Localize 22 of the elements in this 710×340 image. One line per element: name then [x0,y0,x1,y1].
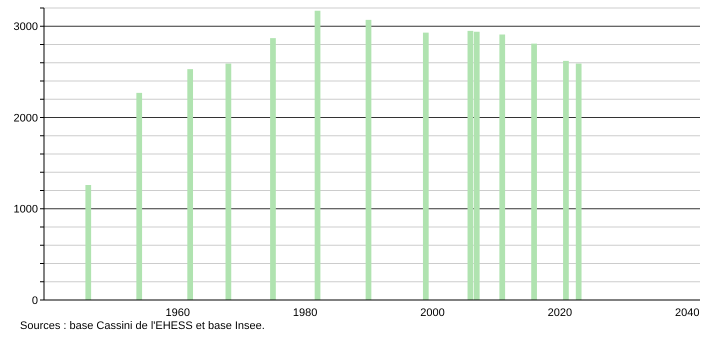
bar [226,64,232,300]
y-tick-label: 3000 [14,21,38,34]
x-tick-label: 1960 [166,306,190,319]
y-tick-label: 0 [32,294,38,307]
y-tick-label: 2000 [14,112,38,124]
bar [136,92,142,300]
bar [576,64,582,300]
bar [531,44,537,300]
x-tick-label: 2040 [675,306,700,319]
bar [314,10,320,300]
bar [270,38,276,300]
bar [85,185,92,300]
x-tick-label: 2000 [420,306,445,319]
bar [187,69,194,300]
bar [563,60,569,300]
bar [422,32,429,300]
bar [366,20,372,300]
x-tick-label: 2020 [548,306,572,319]
source-note: Sources : base Cassini de l'EHESS et base Insee. [20,320,265,332]
x-tick-label: 1980 [292,306,318,319]
bar [499,34,506,300]
y-tick-label: 1000 [14,204,38,216]
